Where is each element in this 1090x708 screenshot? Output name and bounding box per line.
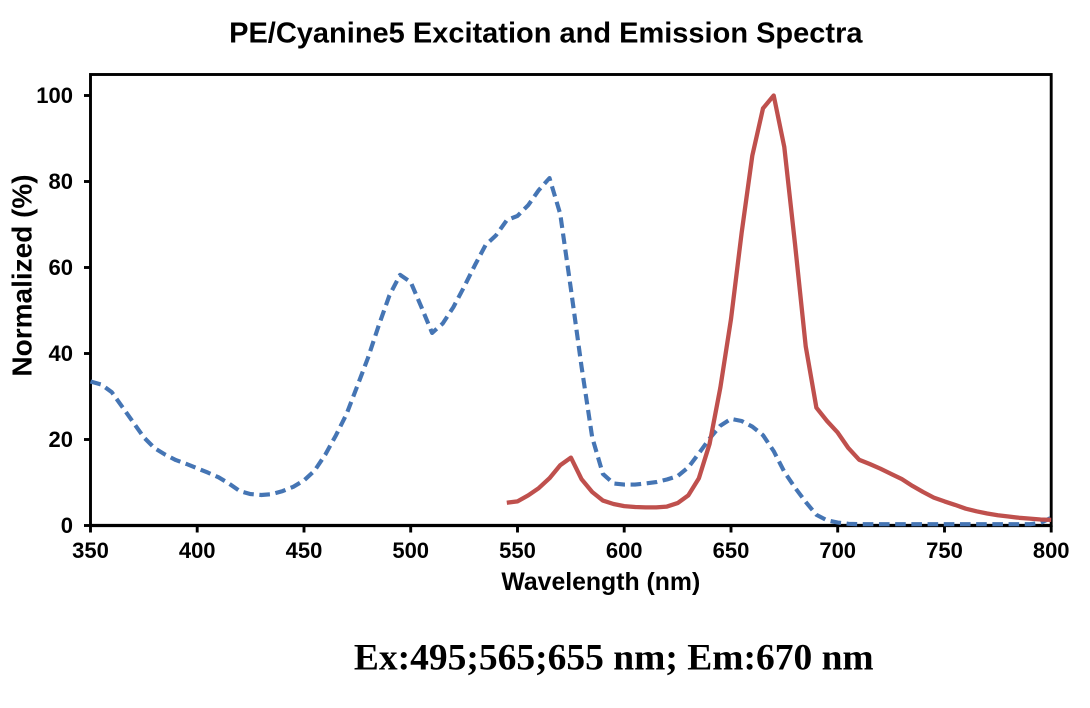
svg-text:650: 650	[713, 538, 750, 563]
svg-text:750: 750	[926, 538, 963, 563]
svg-text:PE/Cyanine5 Excitation and Emi: PE/Cyanine5 Excitation and Emission Spec…	[229, 18, 863, 50]
svg-text:80: 80	[49, 169, 73, 194]
svg-text:Normalized (%): Normalized (%)	[7, 174, 38, 376]
svg-text:500: 500	[392, 538, 429, 563]
svg-text:Wavelength (nm): Wavelength (nm)	[501, 569, 700, 596]
svg-text:0: 0	[61, 513, 73, 538]
svg-text:100: 100	[36, 83, 73, 108]
svg-text:450: 450	[286, 538, 323, 563]
svg-text:40: 40	[49, 341, 73, 366]
svg-text:20: 20	[49, 427, 73, 452]
svg-text:Ex:495;565;655 nm; Em:670 nm: Ex:495;565;655 nm; Em:670 nm	[354, 638, 874, 679]
svg-text:600: 600	[606, 538, 643, 563]
svg-text:60: 60	[49, 255, 73, 280]
svg-text:400: 400	[179, 538, 216, 563]
svg-text:800: 800	[1033, 538, 1070, 563]
svg-text:700: 700	[819, 538, 856, 563]
svg-text:350: 350	[72, 538, 109, 563]
svg-text:550: 550	[499, 538, 536, 563]
